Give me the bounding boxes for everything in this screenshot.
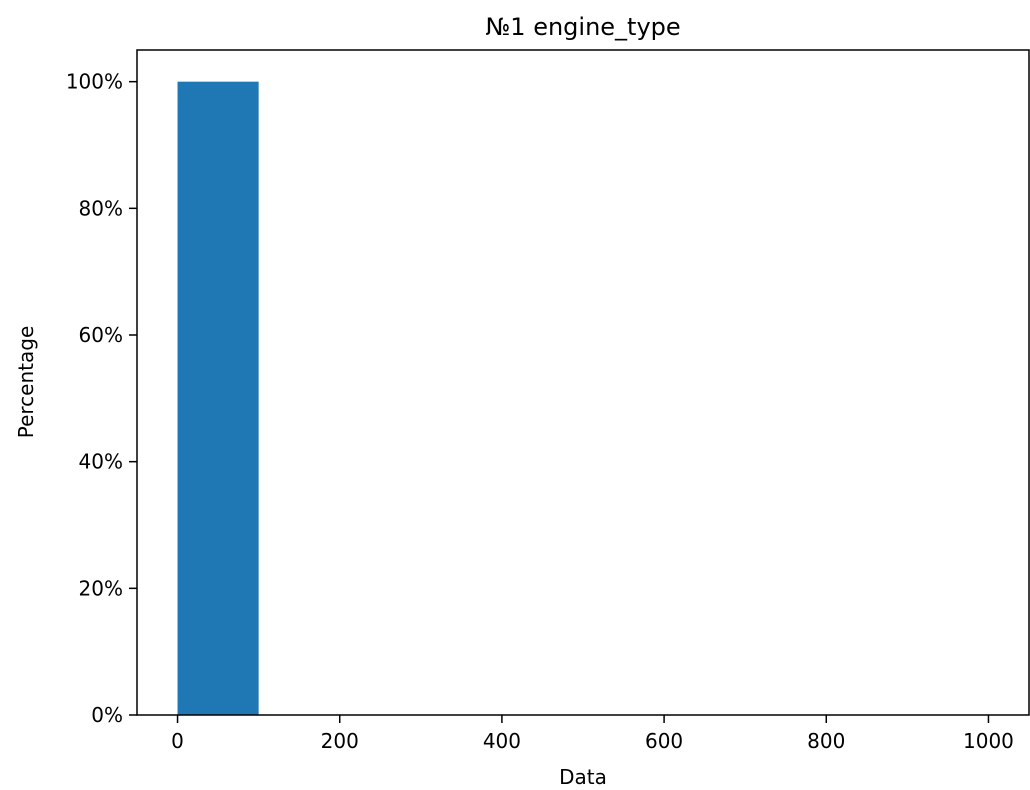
y-axis: 0% 20% 40% 60% 80% 100%	[66, 70, 137, 727]
x-tick-label-4: 800	[807, 729, 845, 753]
y-tick-label-0: 0%	[91, 703, 123, 727]
y-tick-label-1: 20%	[79, 576, 123, 600]
x-tick-label-3: 600	[645, 729, 683, 753]
y-axis-title: Percentage	[14, 326, 38, 439]
y-tick-label-4: 80%	[79, 196, 123, 220]
x-tick-label-1: 200	[321, 729, 359, 753]
plot-frame	[136, 49, 1030, 716]
x-tick-label-2: 400	[483, 729, 521, 753]
y-tick-label-3: 60%	[79, 323, 123, 347]
x-axis-title: Data	[559, 765, 607, 789]
x-tick-label-5: 1000	[963, 729, 1014, 753]
x-tick-label-0: 0	[171, 729, 184, 753]
bars-group	[177, 81, 259, 715]
y-tick-label-5: 100%	[66, 70, 123, 94]
histogram-bar-0	[177, 81, 259, 715]
chart-title: №1 engine_type	[485, 13, 680, 41]
y-tick-label-2: 40%	[79, 450, 123, 474]
x-axis: 0 200 400 600 800 1000	[171, 715, 1014, 753]
